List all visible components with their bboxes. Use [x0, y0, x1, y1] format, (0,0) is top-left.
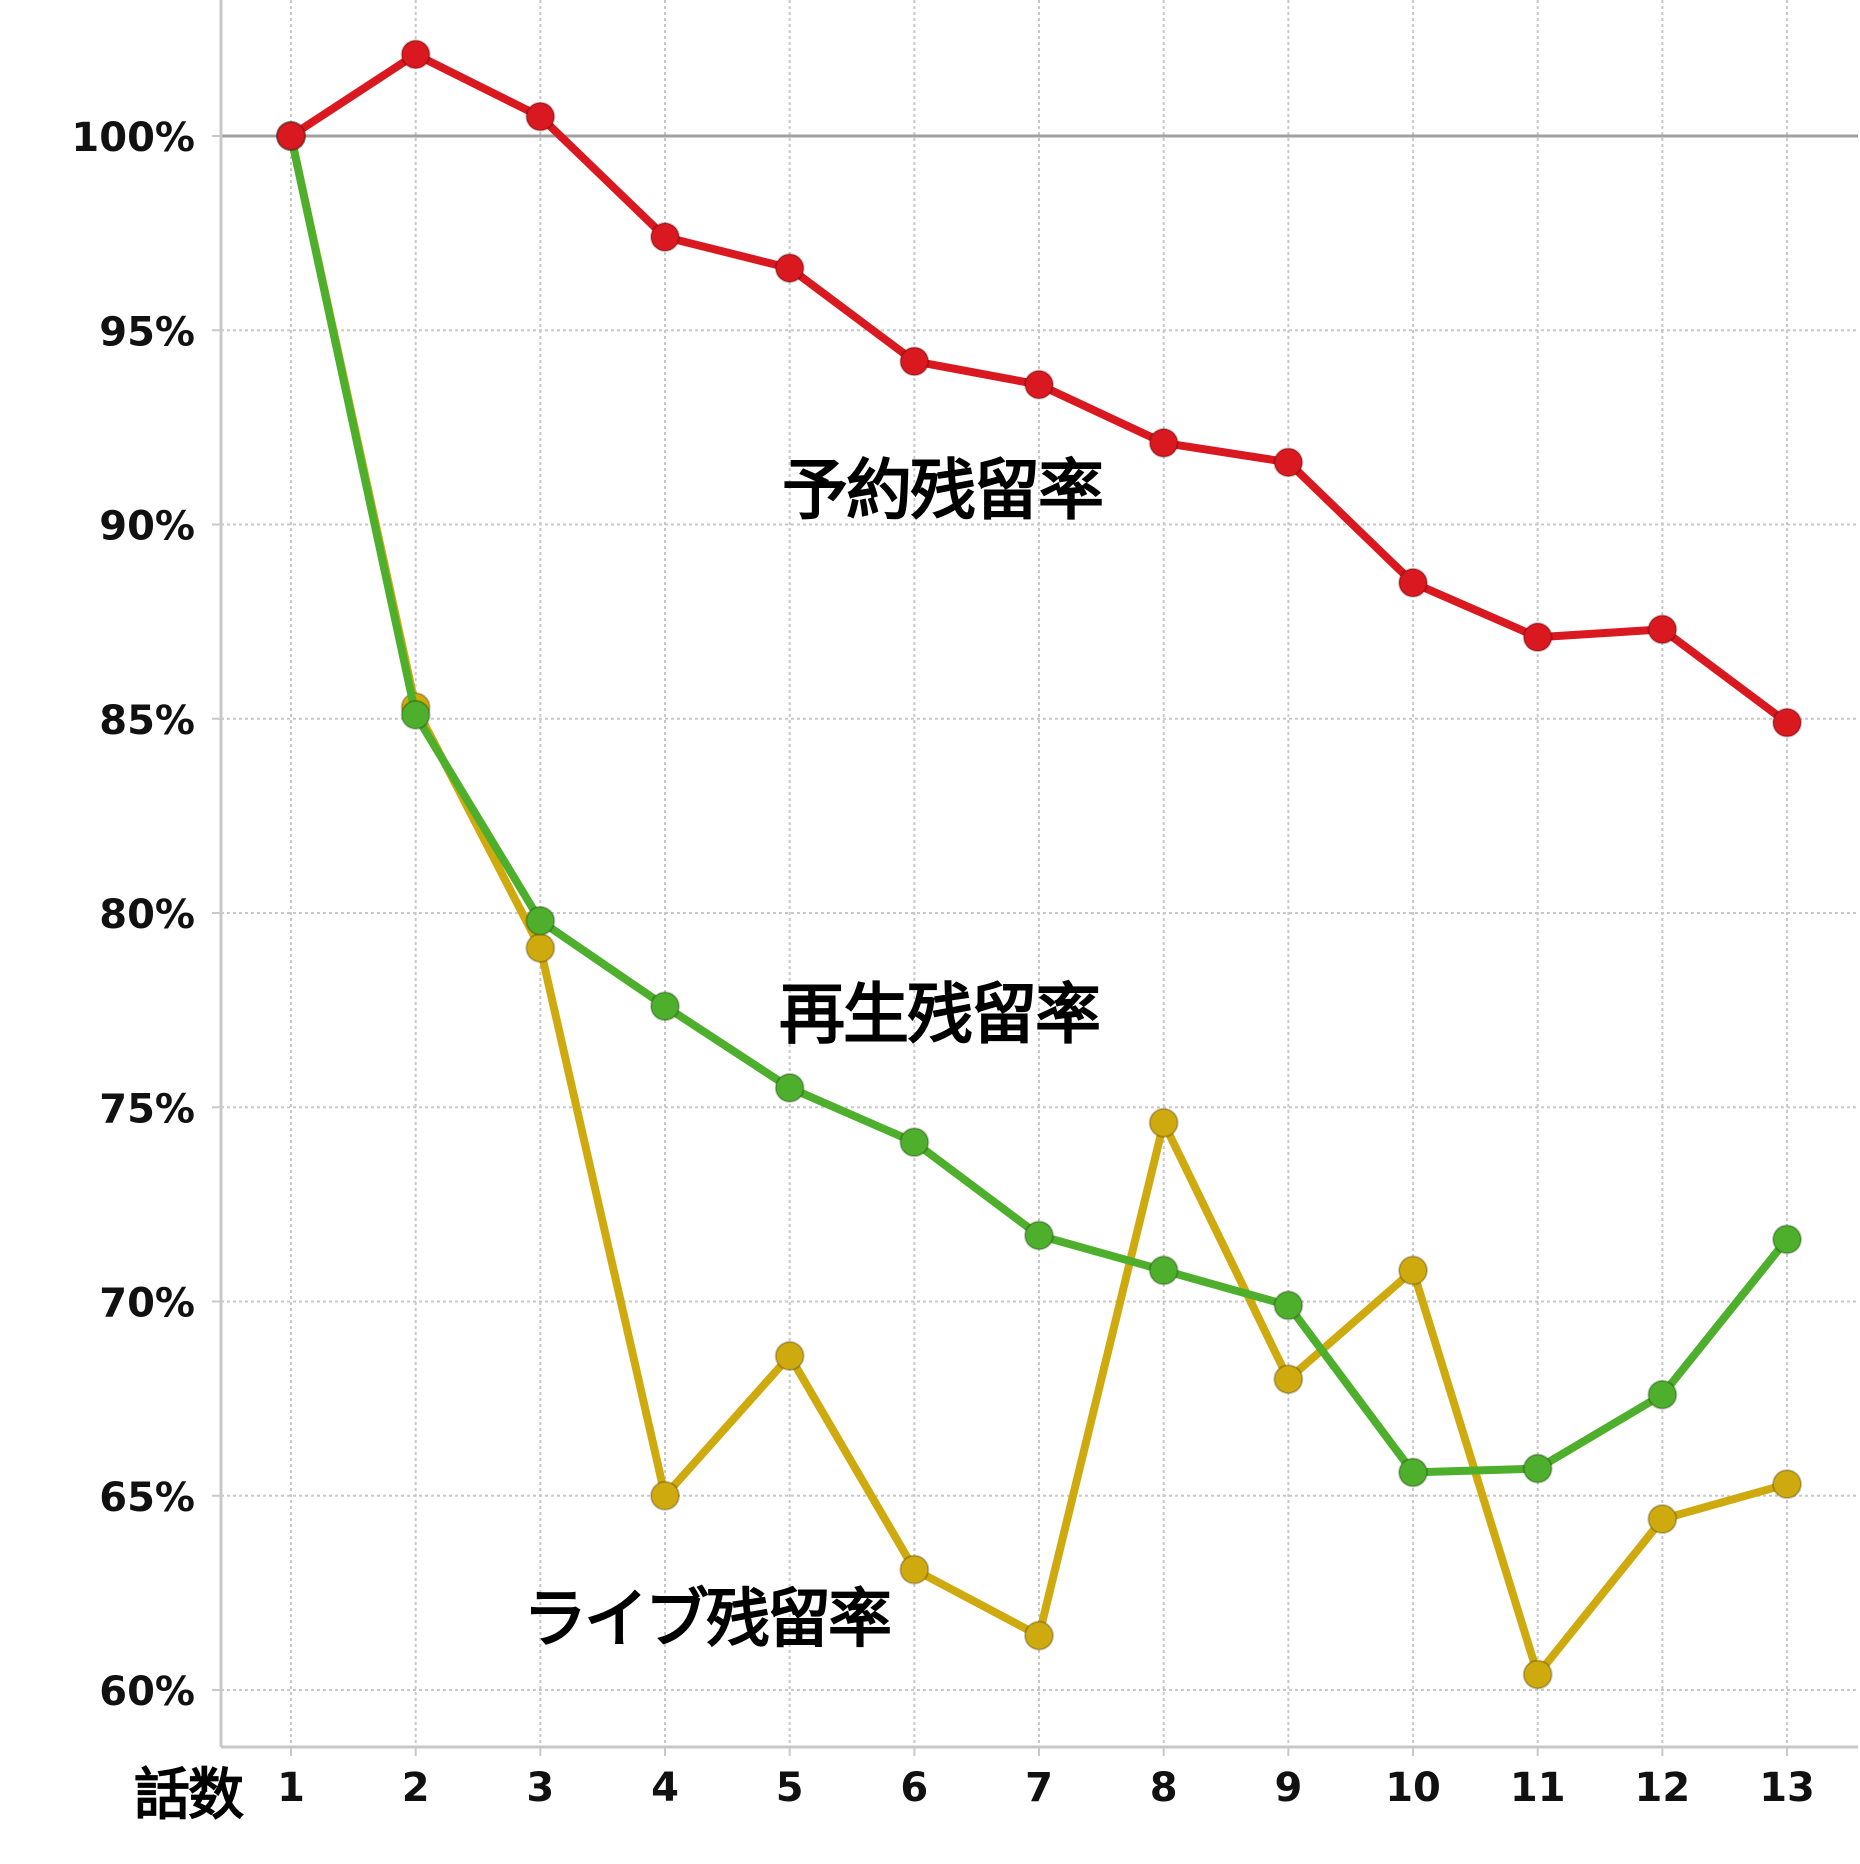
data-point-marker	[1772, 707, 1803, 738]
data-point-marker	[1522, 1453, 1553, 1484]
y-tick-label: 70%	[99, 1281, 195, 1327]
data-series	[276, 39, 1803, 1690]
series-ライブ残留率	[276, 121, 1803, 1690]
x-tick-label: 11	[1510, 1765, 1566, 1811]
data-point-marker	[1647, 1379, 1678, 1410]
x-tick-label: 4	[651, 1765, 679, 1811]
axes	[212, 0, 1858, 1756]
y-tick-label: 80%	[99, 892, 195, 938]
data-point-marker	[1398, 1255, 1429, 1286]
gridlines	[221, 0, 1858, 1747]
data-point-marker	[1772, 1469, 1803, 1500]
data-point-marker	[1398, 1457, 1429, 1488]
data-point-marker	[525, 932, 556, 963]
y-tick-label: 100%	[71, 115, 195, 161]
data-point-marker	[1647, 614, 1678, 645]
data-point-marker	[650, 991, 681, 1022]
x-tick-label: 13	[1759, 1765, 1815, 1811]
data-point-marker	[774, 1072, 805, 1103]
data-point-marker	[1398, 567, 1429, 598]
data-point-marker	[1647, 1504, 1678, 1535]
y-axis-tick-labels: 100% 95% 90% 85% 80% 75% 70% 65% 60%	[71, 115, 195, 1715]
data-point-marker	[899, 346, 930, 377]
data-point-marker	[650, 1480, 681, 1511]
x-tick-label: 6	[900, 1765, 928, 1811]
data-point-marker	[774, 1340, 805, 1371]
data-point-marker	[400, 39, 431, 70]
x-tick-label: 9	[1274, 1765, 1302, 1811]
label-playback-retention: 再生残留率	[779, 976, 1101, 1053]
x-tick-label: 5	[776, 1765, 804, 1811]
label-reservation-retention: 予約残留率	[782, 452, 1104, 529]
x-tick-label: 8	[1150, 1765, 1178, 1811]
data-point-marker	[899, 1127, 930, 1158]
y-tick-label: 90%	[99, 504, 195, 550]
data-point-marker	[1522, 1659, 1553, 1690]
data-point-marker	[276, 121, 306, 151]
series-予約残留率	[276, 39, 1803, 738]
data-point-marker	[1148, 1107, 1179, 1138]
data-point-marker	[1148, 427, 1179, 458]
x-axis-title: 話数	[134, 1763, 244, 1828]
data-point-marker	[1772, 1224, 1803, 1255]
x-tick-label: 10	[1385, 1765, 1441, 1811]
x-tick-label: 2	[402, 1765, 430, 1811]
x-tick-label: 1	[277, 1765, 305, 1811]
data-point-marker	[1273, 1290, 1304, 1321]
x-tick-label: 3	[526, 1765, 554, 1811]
data-point-marker	[525, 101, 556, 132]
y-tick-label: 85%	[99, 698, 195, 744]
data-point-marker	[1273, 447, 1304, 478]
y-tick-label: 75%	[99, 1086, 195, 1132]
data-point-marker	[1522, 622, 1553, 653]
y-tick-label: 60%	[99, 1669, 195, 1715]
y-tick-label: 65%	[99, 1475, 195, 1521]
x-axis-tick-labels: 1 2 3 4 5 6 7 8 9 10 11 12 13	[277, 1765, 1815, 1811]
data-point-marker	[400, 699, 431, 730]
label-live-retention: ライブ残留率	[523, 1583, 892, 1657]
data-point-marker	[1024, 369, 1055, 400]
data-point-marker	[1024, 1220, 1055, 1251]
y-tick-label: 95%	[99, 309, 195, 355]
data-point-marker	[1148, 1255, 1179, 1286]
data-point-marker	[1273, 1364, 1304, 1395]
x-tick-label: 12	[1635, 1765, 1691, 1811]
data-point-marker	[1024, 1620, 1055, 1651]
data-point-marker	[525, 905, 556, 936]
data-point-marker	[774, 253, 805, 284]
x-tick-label: 7	[1025, 1765, 1053, 1811]
data-point-marker	[899, 1554, 930, 1585]
data-point-marker	[650, 222, 681, 253]
